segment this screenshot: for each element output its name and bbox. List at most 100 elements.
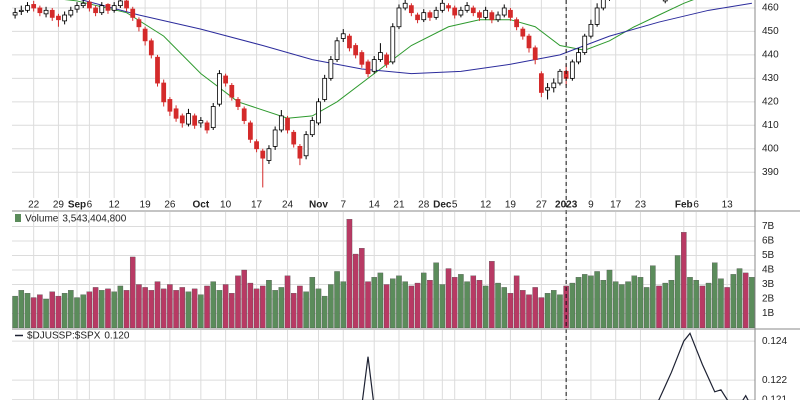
volume-bar [569,282,576,328]
candle-body [508,9,513,18]
x-tick-label: 22 [28,200,40,211]
volume-bar [334,271,340,328]
x-tick-label: 6 [87,200,93,211]
volume-bar [185,291,192,328]
candle-body [477,12,482,18]
volume-bar [129,256,136,328]
y-tick-label: 390 [762,167,779,178]
volume-bar [18,290,25,328]
volume-bar [160,288,167,328]
candle-body [291,131,297,145]
volume-bar [637,277,644,328]
volume-bar [216,290,223,328]
candle-body [142,28,148,42]
volume-bar [563,285,569,328]
candle-body [266,148,272,161]
x-tick-label: 23 [635,200,647,211]
volume-bar [241,269,247,328]
volume-bar [470,275,477,328]
volume-bar [427,279,433,328]
candle-body [334,40,340,60]
volume-bar [439,284,446,328]
candle-body [49,9,55,18]
x-tick-label: 26 [164,200,176,211]
candle-body [532,47,538,60]
volume-bar [458,274,464,328]
volume-bar [55,295,62,328]
x-tick-label: Feb [675,200,693,211]
candle-body [99,5,105,14]
volume-legend-value: 3,543,404,800 [62,213,126,224]
y-tick-label: 1B [762,308,775,319]
volume-bar [204,285,210,328]
candle-body [458,9,464,16]
volume-legend-label: Volume [25,213,59,224]
candle-body [446,5,451,9]
candle-body [421,12,427,21]
candle-body [80,2,86,7]
volume-bar [235,275,241,328]
candle-body [229,84,235,98]
x-tick-label: 13 [722,200,734,211]
volume-bar [718,278,724,328]
volume-bar [433,262,439,328]
volume-bar [99,290,105,328]
candle-body [74,5,80,10]
x-tick-label: 2023 [555,200,578,211]
volume-bar [693,279,699,328]
volume-bar [551,290,557,328]
volume-legend: Volume 3,543,404,800 [25,213,127,224]
candle-body [576,52,581,63]
candle-body [415,14,420,21]
volume-bar [581,274,588,328]
candle-body [526,35,532,49]
x-tick-label: 9 [588,200,594,211]
volume-bar [37,294,43,328]
volume-bar [315,288,322,328]
y-tick-label: 450 [762,26,779,37]
volume-legend-swatch [15,214,21,222]
volume-bar [482,285,489,328]
volume-bar [68,290,74,328]
x-tick-label: 29 [53,200,65,211]
x-tick-label: Oct [193,200,210,211]
volume-bar [681,232,687,328]
volume-bar [544,293,551,328]
volume-bar [272,290,278,328]
y-tick-label: 410 [762,120,779,131]
ratio-legend-label: $DJUSSP:$SPX [27,330,101,341]
x-tick-label: 6 [693,200,699,211]
volume-bar [532,287,538,328]
y-tick-label: 400 [762,143,779,154]
x-tick-label: 17 [610,200,622,211]
volume-bar [352,253,359,328]
x-tick-label: Nov [309,200,328,211]
volume-bar [445,268,452,328]
candle-body [235,99,241,107]
candle-body [452,7,458,16]
candle-body [247,122,253,140]
volume-bar [575,277,582,328]
volume-bar [346,219,353,328]
candle-body [186,113,191,125]
candle-body [545,87,550,91]
overlay-line [80,0,752,75]
candle-body [241,108,247,121]
volume-bar [30,297,37,328]
volume-bar [173,290,179,328]
volume-bar [501,287,507,328]
volume-bar [260,285,266,328]
volume-bar [359,248,365,328]
volume-bar [600,279,607,328]
volume-bar [43,298,49,328]
volume-bar [117,285,124,328]
volume-bar [668,279,675,328]
volume-bar [538,297,545,328]
candle-body [303,134,309,157]
candle-body [254,141,259,150]
candle-body [439,2,445,11]
volume-bar [742,272,749,328]
volume-bar [476,279,483,328]
candle-body [600,0,606,9]
